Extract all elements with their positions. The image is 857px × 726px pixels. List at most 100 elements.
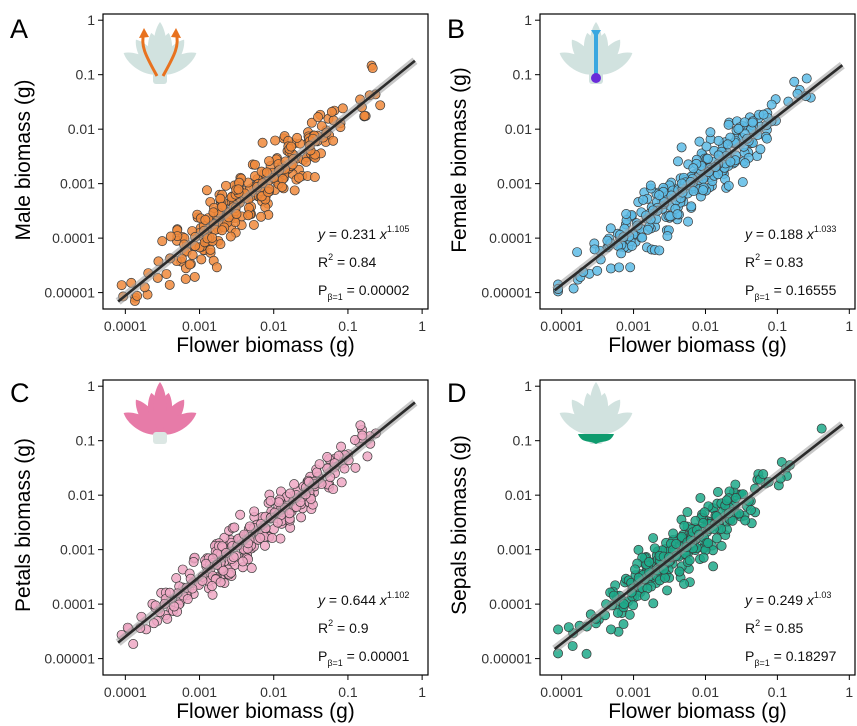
- data-point: [196, 254, 207, 265]
- data-point: [187, 250, 198, 260]
- data-point: [674, 566, 685, 577]
- y-tick-label: 0.00001: [481, 285, 532, 301]
- data-point: [264, 184, 275, 194]
- data-point: [229, 522, 240, 533]
- data-point: [188, 557, 199, 567]
- data-point: [313, 112, 323, 123]
- data-point: [336, 441, 347, 452]
- data-point: [296, 512, 307, 523]
- data-point: [359, 110, 370, 121]
- y-tick-label: 0.00001: [481, 651, 532, 667]
- fit-line: [553, 64, 844, 292]
- data-point: [711, 533, 722, 544]
- data-point: [350, 435, 360, 445]
- x-tick-label: 0.1: [338, 318, 358, 334]
- data-point: [679, 578, 689, 589]
- data-point: [205, 244, 216, 255]
- data-point: [654, 190, 665, 201]
- x-tick-label: 0.001: [182, 318, 217, 334]
- data-point: [350, 462, 361, 473]
- data-point: [606, 624, 616, 635]
- data-point: [733, 123, 744, 134]
- data-point: [702, 153, 713, 164]
- fit-line: [553, 423, 844, 651]
- y-tick-label: 1: [87, 12, 95, 28]
- data-point: [713, 487, 723, 497]
- data-point: [682, 507, 693, 518]
- data-point: [662, 585, 673, 596]
- data-point: [605, 263, 616, 274]
- equation-label: y = 0.188 x1.033: [744, 224, 836, 242]
- panel-letter: B: [447, 14, 465, 44]
- data-point: [644, 557, 655, 567]
- p-value-label: Pβ=1 = 0.00002: [318, 282, 410, 302]
- data-point: [699, 507, 710, 518]
- data-point: [701, 141, 712, 152]
- data-point: [355, 420, 366, 431]
- data-point: [695, 492, 706, 503]
- data-point: [816, 423, 827, 434]
- data-point: [362, 451, 373, 462]
- data-point: [648, 598, 659, 609]
- data-point: [618, 619, 629, 630]
- y-tick-label: 0.1: [513, 433, 533, 449]
- data-point: [660, 572, 670, 583]
- x-tick-label: 1: [418, 318, 426, 334]
- data-point: [336, 477, 347, 488]
- y-tick-label: 0.001: [497, 176, 532, 192]
- y-tick-label: 0.01: [505, 121, 532, 137]
- data-point: [740, 515, 751, 526]
- data-point: [755, 144, 766, 155]
- y-tick-label: 0.0001: [52, 230, 95, 246]
- data-point: [568, 283, 579, 294]
- panel-a: A 0.0001 0.001 0.01 0.1 1 0.00001 0.0001 0.001 0.…: [10, 12, 429, 357]
- data-point: [161, 269, 172, 280]
- x-tick-label: 0.1: [338, 684, 358, 700]
- equation-label: y = 0.249 x1.03: [744, 590, 831, 608]
- data-point: [270, 135, 281, 146]
- data-point: [221, 180, 231, 191]
- r-squared-label: R2 = 0.85: [745, 618, 804, 636]
- data-point: [723, 119, 734, 130]
- data-point: [722, 139, 733, 150]
- fit-line: [117, 401, 416, 644]
- plot-frame: [539, 13, 856, 310]
- plot-frame: [102, 13, 429, 310]
- data-point: [630, 564, 640, 575]
- data-point: [218, 565, 229, 576]
- x-tick-label: 0.001: [616, 318, 651, 334]
- p-value-label: Pβ=1 = 0.00001: [318, 648, 410, 668]
- data-point: [189, 271, 200, 282]
- x-tick-label: 0.0001: [540, 318, 583, 334]
- data-point: [208, 207, 219, 218]
- x-tick-label: 0.0001: [104, 318, 147, 334]
- data-point: [246, 563, 257, 574]
- data-point: [614, 262, 625, 273]
- data-point: [730, 479, 741, 490]
- data-point: [237, 556, 248, 567]
- data-point: [605, 223, 616, 234]
- data-point: [684, 555, 695, 566]
- r-squared-label: R2 = 0.9: [318, 618, 369, 636]
- y-axis-title: Female biomass (g): [448, 67, 471, 253]
- data-point: [747, 117, 758, 128]
- data-point: [275, 533, 286, 544]
- y-tick-label: 0.1: [513, 67, 533, 83]
- data-point: [215, 193, 226, 204]
- y-tick-label: 0.0001: [52, 596, 95, 612]
- data-point: [157, 236, 168, 247]
- data-point: [553, 624, 564, 635]
- data-point: [217, 201, 227, 212]
- y-axis-title: Sepals biomass (g): [448, 435, 471, 615]
- pistil-icon: [559, 22, 633, 84]
- data-point: [257, 137, 268, 148]
- data-point: [563, 622, 574, 633]
- x-axis-title: Flower biomass (g): [608, 334, 787, 357]
- data-point: [249, 159, 260, 170]
- data-point: [367, 63, 378, 74]
- y-tick-label: 0.0001: [489, 230, 532, 246]
- data-point: [249, 506, 260, 517]
- data-point: [621, 209, 632, 219]
- r-squared-label: R2 = 0.84: [318, 252, 377, 270]
- panel-c: C 0.0001 0.001 0.01 0.1 1 0.00001 0.0001 0.001 0.…: [10, 378, 429, 723]
